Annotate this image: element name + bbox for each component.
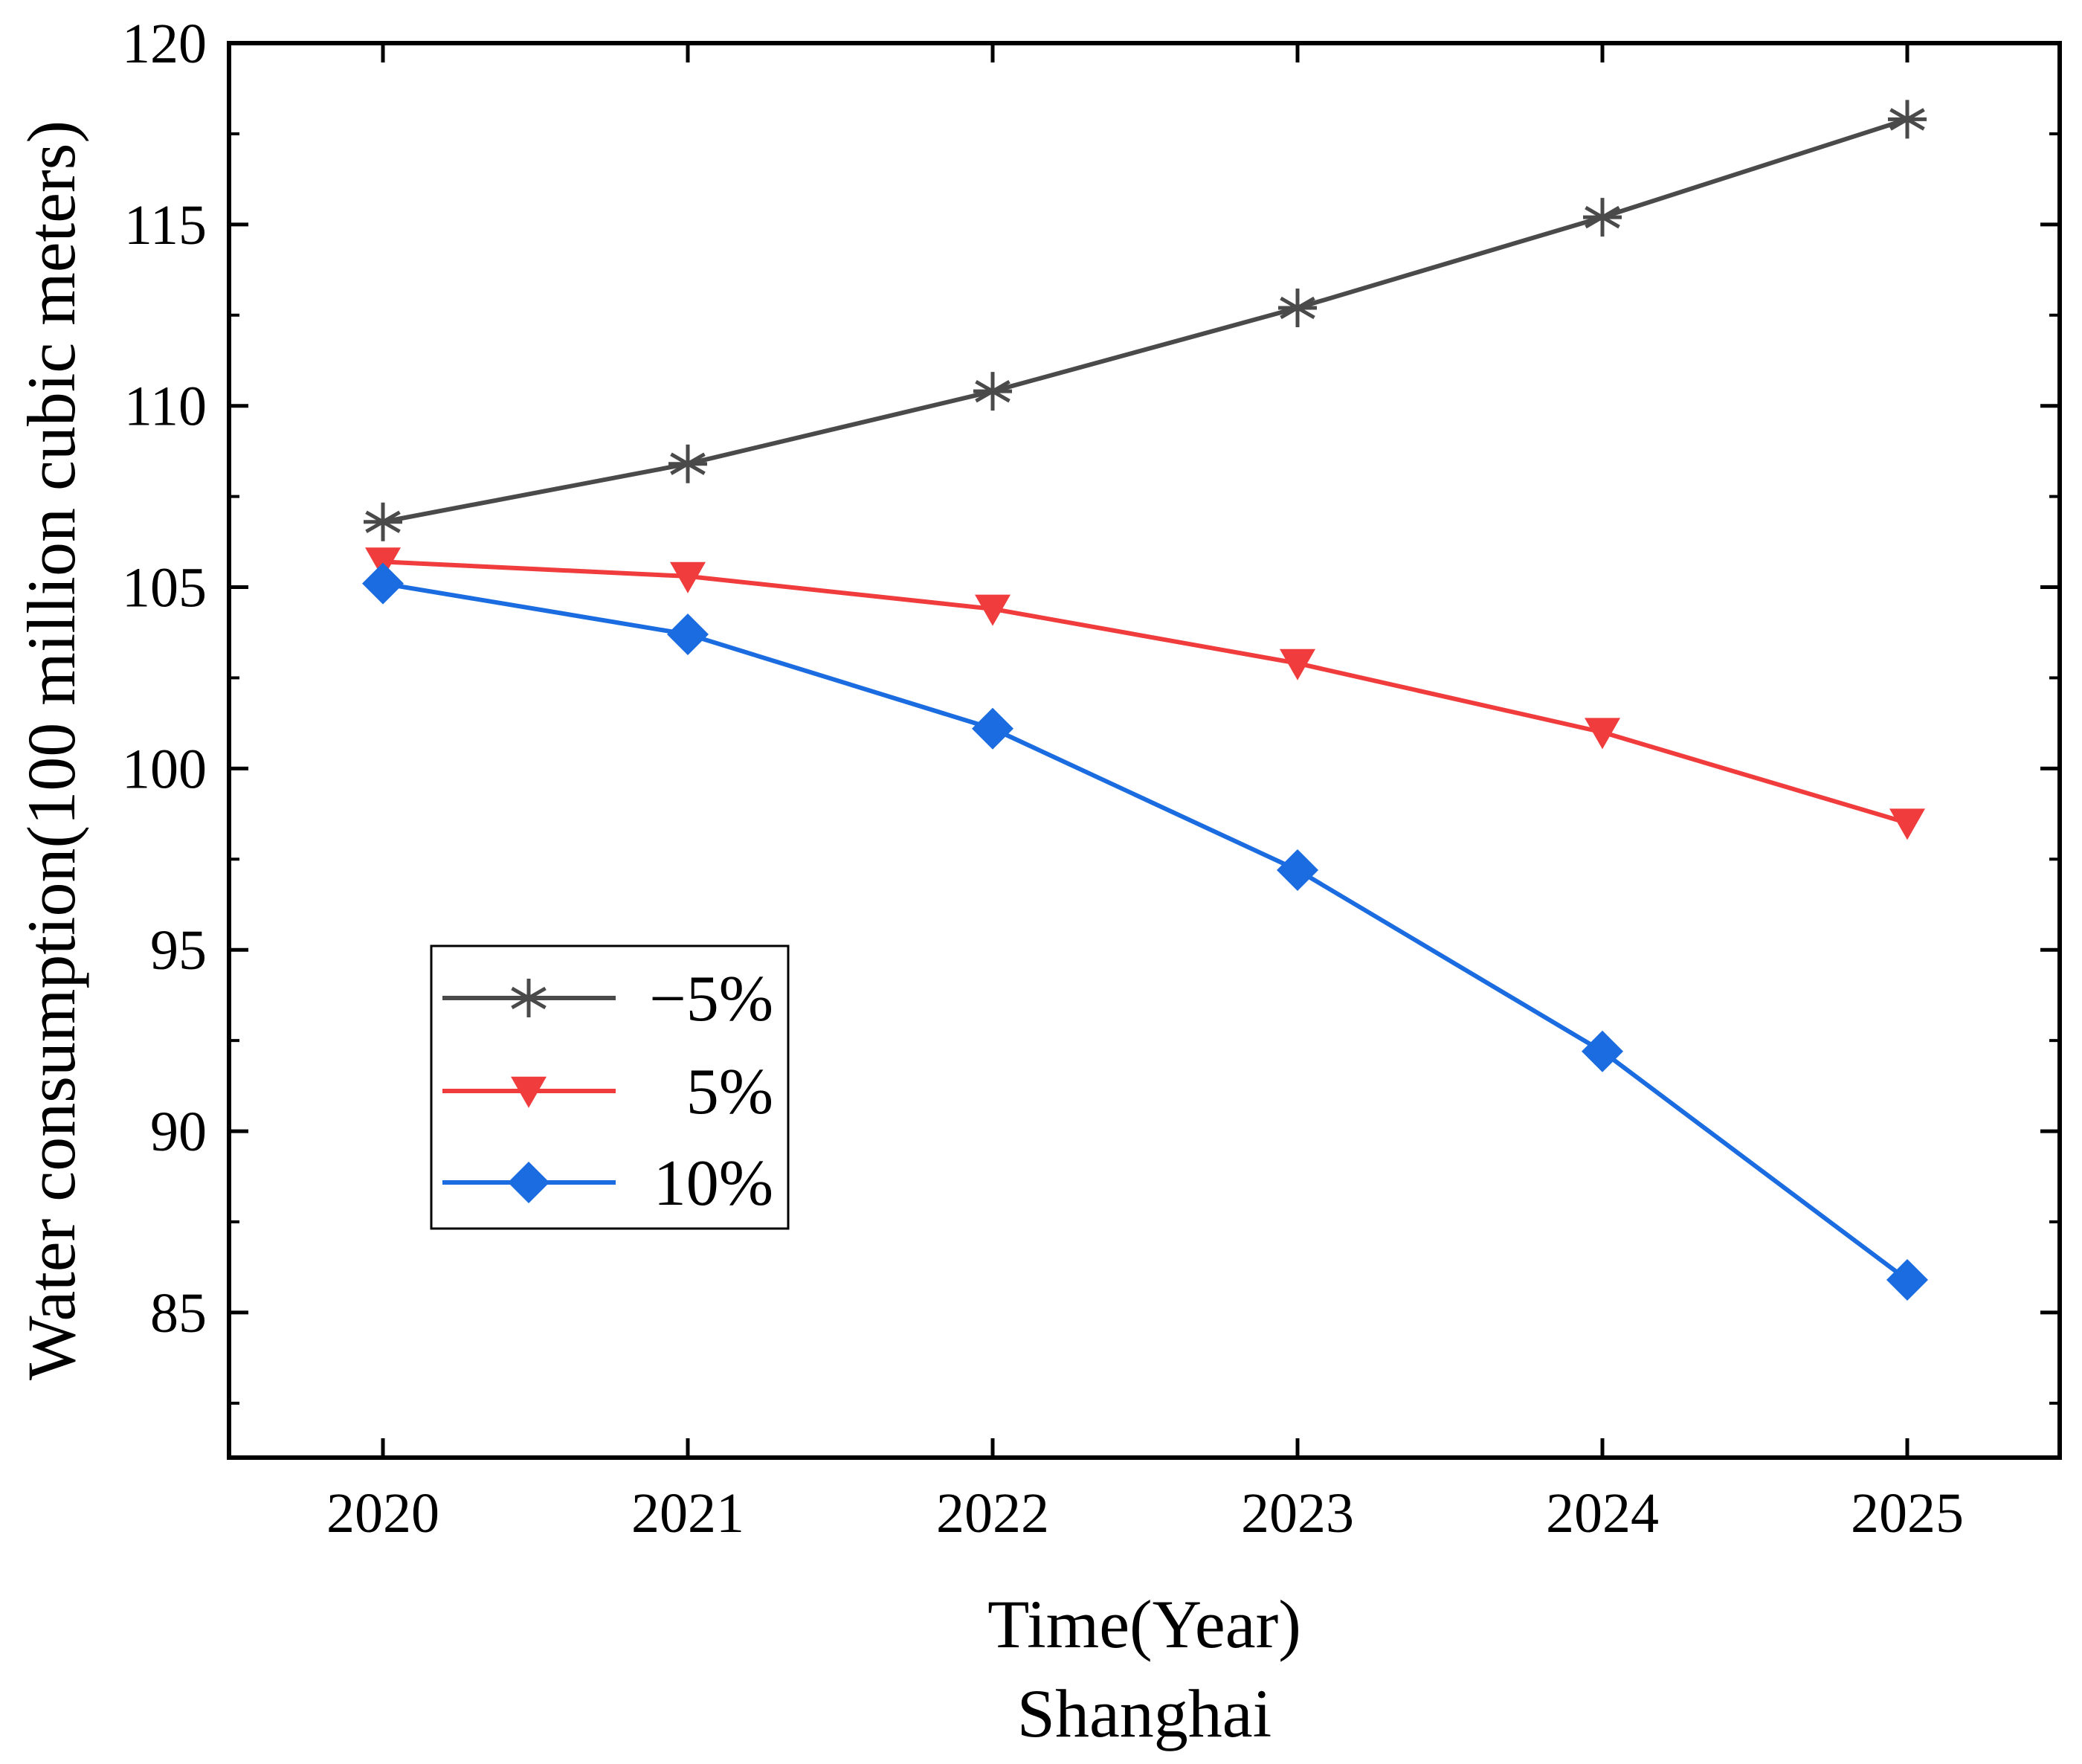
plot-frame: [227, 41, 2062, 1460]
legend-marker: [509, 979, 548, 1017]
x-tick-label: 2023: [1241, 1482, 1354, 1545]
series-0: [364, 100, 1927, 541]
series-2: [362, 562, 1928, 1301]
data-point: [1889, 808, 1925, 840]
data-point: [972, 707, 1013, 750]
data-point: [1886, 1259, 1928, 1301]
series-line: [382, 559, 1908, 825]
data-point: [975, 594, 1011, 626]
legend-marker: [508, 1162, 549, 1203]
y-tick-label: 105: [122, 557, 207, 619]
chart-subtitle: Shanghai: [1017, 1676, 1272, 1751]
y-tick-label: 110: [124, 376, 207, 438]
legend-label: 10%: [654, 1147, 773, 1220]
legend-marker: [511, 1076, 547, 1108]
data-point: [1583, 198, 1622, 237]
x-tick-label: 2024: [1546, 1482, 1659, 1545]
data-point: [973, 372, 1012, 411]
y-axis-title: Water consumption(100 million cubic mete…: [13, 120, 89, 1380]
y-tick-label: 85: [150, 1282, 207, 1345]
y-tick-label: 95: [150, 919, 207, 982]
y-tick-label: 100: [122, 738, 207, 800]
y-tick-label: 90: [150, 1101, 207, 1163]
x-tick-label: 2025: [1851, 1482, 1964, 1545]
series-group: [362, 100, 1928, 1301]
x-axis-title: Time(Year): [987, 1586, 1301, 1662]
data-point: [668, 444, 707, 483]
x-tick-label: 2022: [936, 1482, 1049, 1545]
data-point: [1582, 1030, 1623, 1072]
legend-label: −5%: [649, 963, 773, 1035]
data-point: [1888, 100, 1927, 139]
series-line: [382, 581, 1909, 1282]
series-1: [365, 547, 1925, 840]
data-point: [362, 562, 404, 605]
tick-labels: 85 90 95 100 105 110 115 120 2020 2021 2022 2023 202…: [122, 13, 1964, 1545]
legend-items: −5% 5% 10%: [442, 963, 773, 1220]
data-point: [670, 561, 706, 593]
x-tick-label: 2021: [631, 1482, 744, 1545]
axis-ticks: [229, 41, 2060, 1458]
legend-label: 5%: [686, 1056, 773, 1128]
data-point: [667, 613, 709, 655]
legend: −5% 5% 10%: [430, 944, 790, 1230]
data-point: [1280, 648, 1315, 680]
data-point: [364, 502, 402, 541]
series-line: [382, 117, 1908, 524]
data-point: [1277, 849, 1318, 891]
y-tick-label: 115: [124, 194, 207, 257]
x-tick-label: 2020: [326, 1482, 439, 1545]
data-point: [1278, 289, 1317, 328]
data-point: [1585, 718, 1620, 750]
y-tick-label: 120: [122, 13, 207, 75]
